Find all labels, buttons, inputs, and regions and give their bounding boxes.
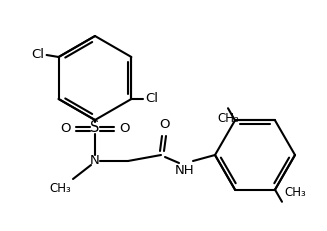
- Text: CH₃: CH₃: [217, 112, 239, 125]
- Text: Cl: Cl: [32, 48, 44, 61]
- Text: O: O: [159, 118, 169, 131]
- Text: O: O: [119, 122, 129, 136]
- Text: N: N: [90, 155, 100, 167]
- Text: NH: NH: [175, 164, 195, 177]
- Text: Cl: Cl: [146, 92, 158, 106]
- Text: O: O: [60, 122, 71, 136]
- Text: S: S: [90, 121, 100, 136]
- Text: CH₃: CH₃: [49, 182, 71, 195]
- Text: CH₃: CH₃: [284, 186, 306, 199]
